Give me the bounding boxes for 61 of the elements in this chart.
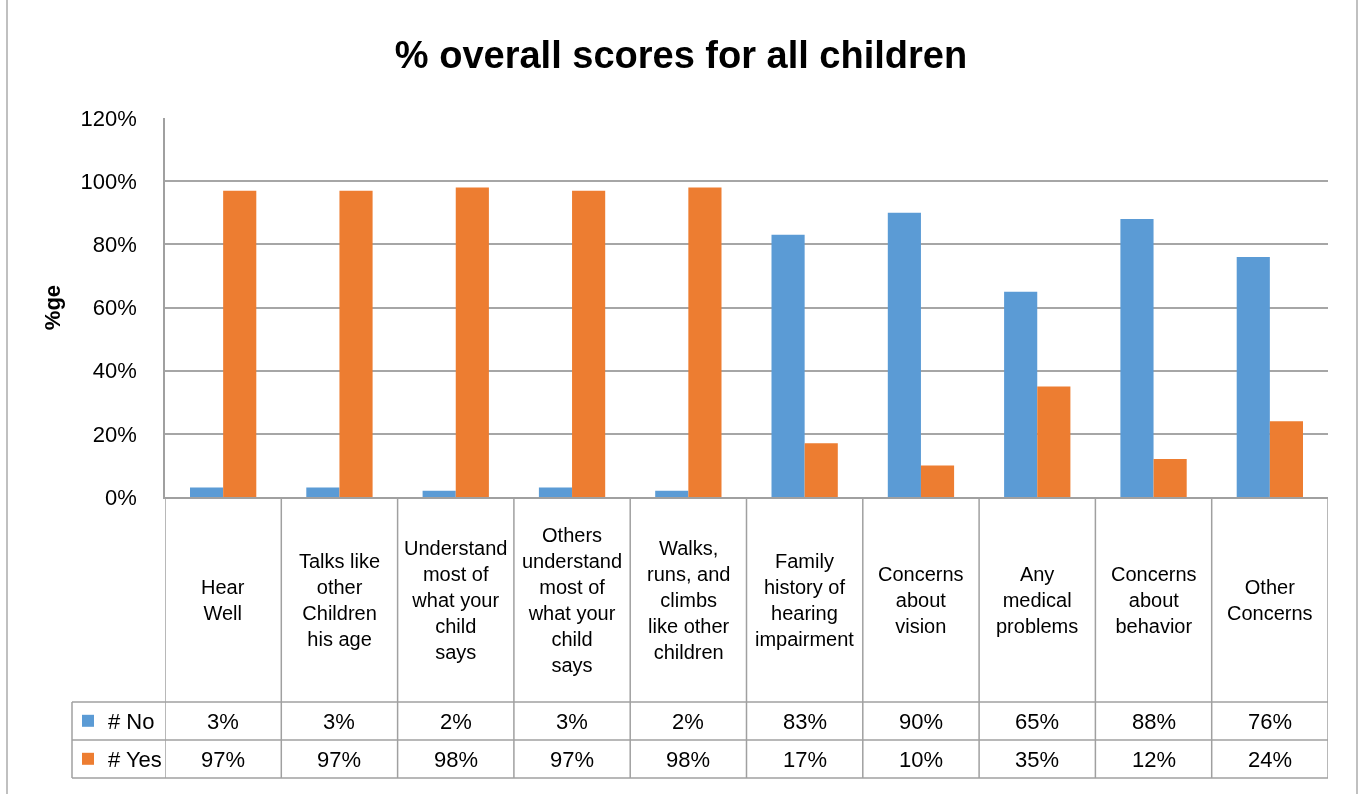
data-label: 2% [672,709,704,734]
bar [887,212,921,497]
data-label: 35% [1015,747,1060,772]
y-tick-label: 0% [105,484,137,510]
data-label: 17% [783,747,828,772]
x-tick-label: Others understand most of what your child says [522,524,623,676]
legend-label: # Yes [108,747,162,773]
data-label: 88% [1132,709,1177,734]
bar [771,234,805,497]
bar [190,487,224,497]
y-tick-label: 20% [92,421,137,447]
x-tick-label: Hear Well [201,576,245,624]
data-label: 2% [440,709,472,734]
data-label: 90% [899,709,944,734]
data-label: 12% [1132,747,1177,772]
data-label: 97% [201,747,246,772]
bar [306,487,340,497]
data-label: 83% [783,709,828,734]
data-label: 97% [317,747,362,772]
x-tick-label: Understand most of what your child says [404,537,508,663]
data-label: 76% [1248,709,1293,734]
data-label: 98% [434,747,479,772]
bar [339,190,373,497]
bar [1037,386,1071,497]
y-tick-label: 60% [92,295,137,321]
x-tick-label: Talks like other Children his age [299,550,381,650]
y-tick-label: 100% [80,168,137,194]
bar [688,187,722,497]
x-tick-label: Concerns about vision [878,563,964,637]
x-tick-label: Family history of hearing impairment [755,550,855,650]
x-tick-label: Other Concerns [1227,576,1313,624]
y-axis-title: %ge [39,284,65,331]
bar [538,487,573,497]
bar [804,443,838,497]
x-tick-label: Any medical problems [996,563,1079,637]
legend-label: # No [108,709,155,735]
bar [1269,421,1303,497]
data-label: 3% [323,709,355,734]
data-label: 97% [550,747,595,772]
data-label: 10% [899,747,944,772]
x-tick-label: Walks, runs, and climbs like other children [647,537,731,663]
data-label: 65% [1015,709,1060,734]
bar [223,190,257,497]
bar [572,190,606,497]
bar [1120,219,1154,497]
bar [1236,256,1270,497]
chart-title: % overall scores for all children [394,34,968,77]
y-tick-label: 120% [80,105,137,131]
bar [920,465,955,497]
data-label: 3% [556,709,588,734]
data-label: 98% [666,747,711,772]
bar [1004,291,1038,497]
bar [422,490,456,497]
bar [1153,459,1187,497]
bar [455,187,489,497]
y-tick-label: 80% [92,232,137,258]
data-label: 24% [1248,747,1293,772]
bar [655,490,689,497]
x-tick-label: Concerns about behavior [1111,563,1197,637]
y-tick-label: 40% [92,358,137,384]
data-label: 3% [207,709,239,734]
